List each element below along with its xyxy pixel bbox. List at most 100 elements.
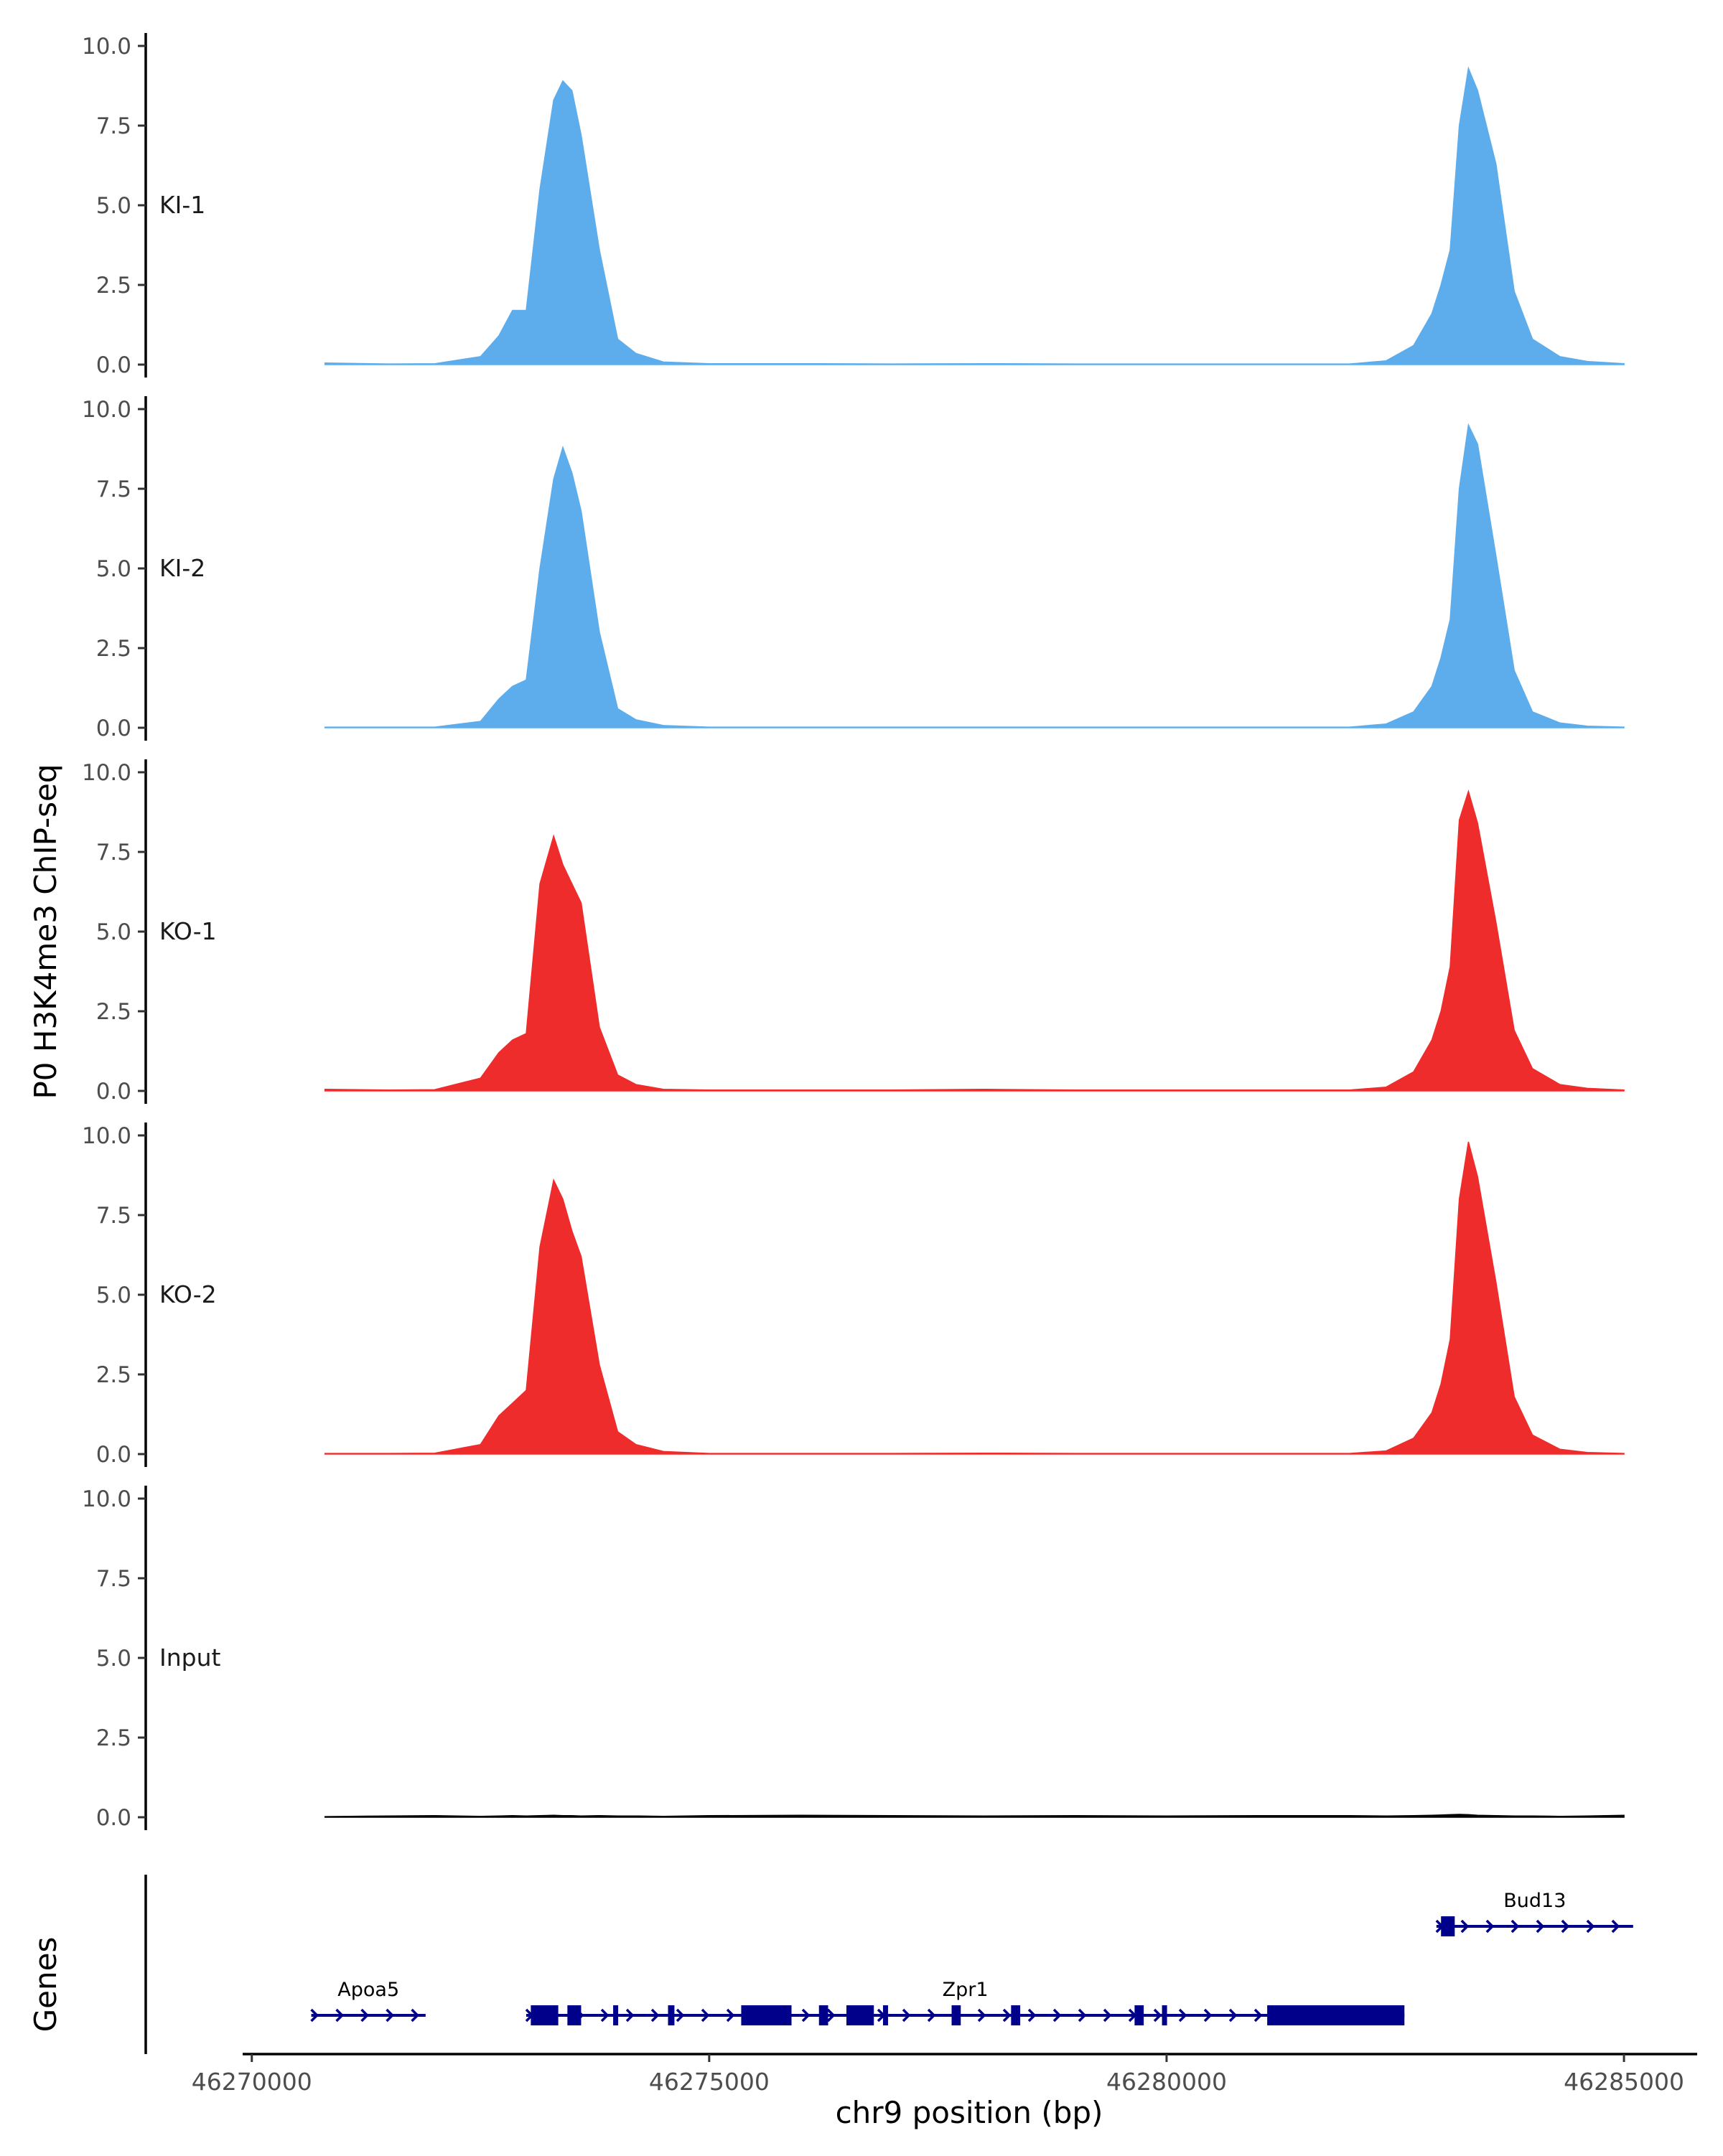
x-axis-title: chr9 position (bp) — [836, 2095, 1103, 2130]
y-tick-label: 10.0 — [82, 397, 131, 423]
strand-arrow — [1027, 2008, 1037, 2023]
track-ko-2: 0.0 2.5 5.0 7.5 10.0 KO-2 — [82, 1122, 1625, 1468]
strand-arrow — [676, 2008, 685, 2023]
strand-arrow — [335, 2008, 345, 2023]
x-tick-label: 46285000 — [1564, 2068, 1684, 2096]
track-label: KO-2 — [159, 1280, 217, 1308]
strand-arrow — [360, 2008, 370, 2023]
strand-arrow — [1178, 2008, 1187, 2023]
exon — [613, 2005, 619, 2025]
exon — [741, 2005, 792, 2025]
y-tick-label: 10.0 — [82, 1486, 131, 1512]
exon — [1134, 2005, 1144, 2025]
signal-area-ko-1 — [324, 789, 1625, 1092]
y-tick-label: 7.5 — [96, 113, 131, 139]
gene-name-label: Bud13 — [1503, 1890, 1566, 1912]
y-tick-label: 5.0 — [96, 1283, 131, 1308]
y-tick-label: 7.5 — [96, 1566, 131, 1592]
strand-arrow — [625, 2008, 635, 2023]
exon — [1162, 2005, 1167, 2025]
strand-arrow — [1561, 1919, 1570, 1934]
strand-arrow — [801, 2008, 811, 2023]
strand-arrow — [650, 2008, 660, 2023]
track-label: KI-2 — [159, 554, 205, 582]
y-tick-label: 7.5 — [96, 1203, 131, 1229]
strand-arrow — [1586, 1919, 1595, 1934]
strand-arrow — [1460, 1919, 1470, 1934]
strand-arrow — [411, 2008, 420, 2023]
strand-arrow — [1002, 2008, 1012, 2023]
x-axis: 46270000 46275000 46280000 46285000 — [192, 2053, 1697, 2096]
y-tick-label: 2.5 — [96, 1362, 131, 1388]
strand-arrow — [1485, 1919, 1495, 1934]
gene-name-label: Apoa5 — [337, 1979, 399, 2001]
exon — [846, 2005, 874, 2025]
track-label: KO-1 — [159, 917, 217, 945]
y-tick-label: 0.0 — [96, 716, 131, 741]
exon — [567, 2005, 582, 2025]
exon — [951, 2005, 961, 2025]
y-tick-label: 2.5 — [96, 636, 131, 662]
y-tick-label: 10.0 — [82, 34, 131, 60]
x-tick-label: 46280000 — [1106, 2068, 1227, 2096]
gene-apoa5: Apoa5 — [310, 1979, 426, 2023]
y-tick-label: 5.0 — [96, 193, 131, 219]
track-input: 0.0 2.5 5.0 7.5 10.0 Input — [82, 1486, 1625, 1831]
strand-arrow — [1253, 2008, 1263, 2023]
genes-track: Apoa5 Zpr1 Bud13 — [144, 1875, 1633, 2054]
strand-arrow — [1078, 2008, 1087, 2023]
track-ko-1: 0.0 2.5 5.0 7.5 10.0 KO-1 — [82, 759, 1625, 1105]
track-label: Input — [159, 1644, 221, 1672]
strand-arrow — [1536, 1919, 1545, 1934]
y-tick-label: 2.5 — [96, 1725, 131, 1751]
y-tick-label: 10.0 — [82, 760, 131, 786]
signal-tracks: 0.0 2.5 5.0 7.5 10.0 KI-1 0.0 2.5 5.0 7.5 10.0 KI-2… — [82, 33, 1625, 1831]
exon — [882, 2005, 888, 2025]
signal-area-ki-2 — [324, 423, 1625, 728]
gene-zpr1: Zpr1 — [525, 1979, 1405, 2025]
strand-arrow — [927, 2008, 936, 2023]
strand-arrow — [1611, 1919, 1620, 1934]
exon — [1441, 1916, 1455, 1936]
y-tick-label: 2.5 — [96, 999, 131, 1025]
signal-area-ki-1 — [324, 66, 1625, 365]
strand-arrow — [1510, 1919, 1520, 1934]
y-tick-label: 2.5 — [96, 273, 131, 299]
gene-name-label: Zpr1 — [943, 1979, 989, 2001]
strand-arrow — [1103, 2008, 1112, 2023]
strand-arrow — [826, 2008, 836, 2023]
exon — [668, 2005, 675, 2025]
x-tick-label: 46275000 — [649, 2068, 770, 2096]
exon — [818, 2005, 828, 2025]
strand-arrow — [1153, 2008, 1162, 2023]
y-tick-label: 0.0 — [96, 1442, 131, 1468]
strand-arrow — [726, 2008, 735, 2023]
signal-area-input — [324, 1814, 1625, 1818]
strand-arrow — [1052, 2008, 1062, 2023]
y-tick-label: 7.5 — [96, 840, 131, 866]
y-tick-label: 5.0 — [96, 919, 131, 945]
exon — [531, 2005, 559, 2025]
y-tick-label: 0.0 — [96, 1805, 131, 1831]
strand-arrow — [701, 2008, 710, 2023]
track-ki-1: 0.0 2.5 5.0 7.5 10.0 KI-1 — [82, 33, 1625, 378]
exon — [1267, 2005, 1405, 2025]
y-tick-label: 0.0 — [96, 1079, 131, 1105]
gene-bud13: Bud13 — [1435, 1890, 1633, 1936]
track-ki-2: 0.0 2.5 5.0 7.5 10.0 KI-2 — [82, 396, 1625, 741]
x-tick-label: 46270000 — [192, 2068, 312, 2096]
strand-arrow — [600, 2008, 610, 2023]
strand-arrow — [1228, 2008, 1238, 2023]
y-tick-label: 5.0 — [96, 556, 131, 582]
genes-axis-title: Genes — [28, 1937, 63, 2033]
strand-arrow — [977, 2008, 986, 2023]
strand-arrow — [1203, 2008, 1213, 2023]
y-tick-label: 7.5 — [96, 477, 131, 502]
strand-arrow — [902, 2008, 911, 2023]
strand-arrow — [386, 2008, 395, 2023]
exon — [1011, 2005, 1021, 2025]
y-tick-label: 10.0 — [82, 1123, 131, 1149]
y-tick-label: 0.0 — [96, 352, 131, 378]
